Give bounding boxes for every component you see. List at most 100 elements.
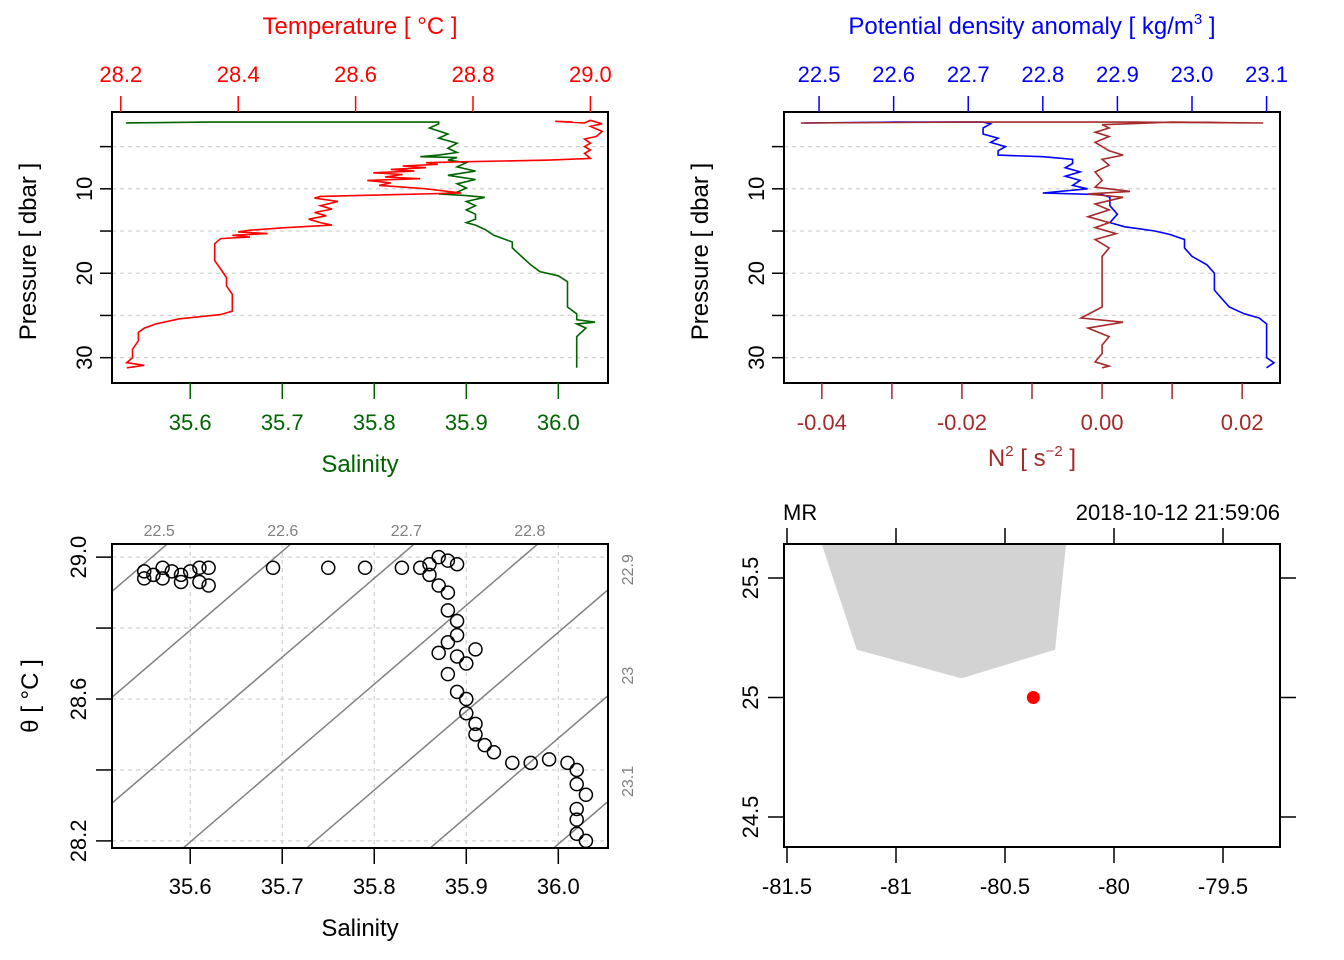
- x-tick-label: 35.8: [353, 874, 396, 899]
- ts-point: [449, 613, 465, 629]
- ts-point: [173, 567, 189, 583]
- salinity-tick-label: 35.7: [261, 410, 304, 435]
- temperature-tick-label: 29.0: [569, 62, 612, 87]
- station-name-label: MR: [783, 500, 817, 525]
- ts-point: [265, 560, 281, 576]
- ts-point: [578, 787, 594, 803]
- n2-tick-label: 0.02: [1221, 410, 1264, 435]
- y-tick-label: 28.2: [66, 819, 91, 862]
- ts-point: [201, 560, 216, 576]
- ts-point: [431, 549, 446, 565]
- n2-title-label-end: ]: [1063, 445, 1076, 472]
- ts-point: [449, 649, 465, 664]
- ts-point: [569, 762, 584, 778]
- density-title-superscript: 3: [1194, 11, 1202, 28]
- salinity-axis-title: Salinity: [321, 451, 398, 478]
- isopycnal-line: [112, 544, 416, 805]
- ts-point: [449, 684, 465, 700]
- ts-point: [136, 564, 152, 579]
- ts-point: [449, 556, 465, 572]
- n2-title-label-sup2: −2: [1046, 443, 1063, 460]
- density-title-main: Potential density anomaly [ kg/m: [848, 13, 1194, 40]
- temperature-axis-title: Temperature [ °C ]: [263, 13, 458, 40]
- isopycnal-label: 23: [620, 667, 637, 685]
- isopycnal-label: 22.8: [514, 523, 545, 540]
- ts-point: [164, 564, 180, 579]
- ts-point: [459, 691, 474, 707]
- density-title-end: ]: [1202, 13, 1215, 40]
- ts-point: [468, 716, 483, 732]
- isopycnal-label: 22.5: [144, 523, 175, 540]
- n2-axis-title: N2 [ s−2 ]: [988, 443, 1076, 472]
- isopycnal-line: [182, 544, 539, 848]
- y-tick-label: 28.6: [66, 678, 91, 721]
- y-axis-title: θ [ °C ]: [17, 659, 44, 733]
- temperature-tick-label: 28.6: [334, 62, 377, 87]
- ts-point: [569, 826, 584, 842]
- ts-point: [155, 571, 170, 586]
- x-tick-label: 35.6: [169, 874, 212, 899]
- density-tick-label: 22.9: [1096, 62, 1139, 87]
- ts-point: [569, 776, 584, 792]
- ts-points: [136, 549, 594, 848]
- station-time-label: 2018-10-12 21:59:06: [1076, 500, 1280, 525]
- ts-point: [136, 571, 152, 586]
- density-tick-label: 23.0: [1171, 62, 1214, 87]
- panel-ts-diagram: 22.5 22.6 22.7 22.8 22.9 23 23.1 35.6 35.7 35.8 35…: [17, 523, 637, 942]
- ts-point: [146, 567, 161, 583]
- n2-title-label-mid: [ s: [1014, 445, 1046, 472]
- ts-point: [569, 812, 584, 827]
- n2-line: [800, 121, 1264, 369]
- x-tick-label: 36.0: [537, 874, 580, 899]
- isopycnal-label: 22.6: [267, 523, 298, 540]
- panel-temperature-salinity-profile: 10 20 30 Pressure [ dbar ] 28.2 28.4 28.6 28.8 2…: [15, 13, 612, 478]
- ts-point: [394, 560, 410, 576]
- x-tick-label: 35.9: [445, 874, 488, 899]
- density-tick-label: 22.7: [947, 62, 990, 87]
- isopycnal-line: [429, 694, 608, 848]
- density-tick-label: 23.1: [1245, 62, 1288, 87]
- panel-density-n2-profile: 10 20 30 Pressure [ dbar ] 22.5 22.6 22.7 22.8 2…: [687, 11, 1288, 472]
- plot-frame: [111, 543, 609, 849]
- ts-point: [192, 560, 207, 576]
- density-axis-title: Potential density anomaly [ kg/m3 ]: [848, 11, 1215, 40]
- ts-point: [440, 585, 456, 600]
- ts-point: [477, 737, 492, 753]
- latitude-tick-label: 24.5: [738, 796, 763, 839]
- salinity-line: [125, 121, 596, 368]
- ts-point: [468, 727, 483, 742]
- x-tick-label: 35.7: [261, 874, 304, 899]
- longitude-tick-label: -80: [1098, 874, 1130, 899]
- y-tick-label: 30: [744, 345, 769, 369]
- ts-point: [422, 556, 437, 572]
- y-tick-label: 10: [72, 177, 97, 201]
- plot-frame: [783, 111, 1281, 384]
- ts-point: [440, 666, 456, 682]
- isopycnal-label: 22.9: [620, 554, 637, 585]
- longitude-tick-label: -81.5: [762, 874, 812, 899]
- isopycnal-line: [552, 800, 608, 848]
- ts-point: [560, 755, 575, 771]
- ts-point: [440, 603, 456, 618]
- panel-station-map: -81.5 -81 -80.5 -80 -79.5 24.5 25 25.5 MR 2018-10…: [738, 500, 1296, 899]
- ts-point: [182, 564, 198, 579]
- n2-tick-label: -0.04: [797, 410, 847, 435]
- n2-tick-label: -0.02: [937, 410, 987, 435]
- latitude-tick-label: 25.5: [738, 557, 763, 600]
- isopycnal-label: 22.7: [391, 523, 422, 540]
- ts-point: [357, 560, 373, 576]
- ts-point: [569, 801, 584, 817]
- density-line: [804, 121, 1276, 369]
- temperature-tick-label: 28.2: [99, 62, 142, 87]
- station-marker: [1026, 691, 1040, 704]
- longitude-tick-label: -79.5: [1198, 874, 1248, 899]
- ts-point: [440, 635, 456, 650]
- salinity-tick-label: 36.0: [537, 410, 580, 435]
- longitude-tick-label: -80.5: [980, 874, 1030, 899]
- x-axis-title: Salinity: [321, 915, 398, 942]
- plot-frame: [111, 111, 609, 384]
- ts-point: [192, 574, 207, 590]
- plot-frame: [783, 543, 1281, 848]
- y-tick-label: 20: [744, 261, 769, 285]
